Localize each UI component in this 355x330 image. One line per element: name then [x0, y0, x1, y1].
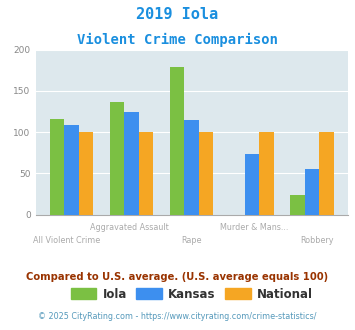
Text: Violent Crime Comparison: Violent Crime Comparison [77, 33, 278, 47]
Text: © 2025 CityRating.com - https://www.cityrating.com/crime-statistics/: © 2025 CityRating.com - https://www.city… [38, 312, 317, 321]
Text: Aggravated Assault: Aggravated Assault [90, 223, 169, 232]
Text: All Violent Crime: All Violent Crime [33, 236, 100, 245]
Bar [124, 112, 139, 214]
Bar [199, 132, 213, 214]
Bar [319, 132, 334, 214]
Text: Rape: Rape [181, 236, 202, 245]
Bar [139, 132, 153, 214]
Bar [64, 125, 78, 214]
Bar [170, 67, 185, 214]
Text: 2019 Iola: 2019 Iola [136, 7, 219, 21]
Text: Murder & Mans...: Murder & Mans... [220, 223, 288, 232]
Bar [305, 169, 319, 214]
Text: Compared to U.S. average. (U.S. average equals 100): Compared to U.S. average. (U.S. average … [26, 272, 329, 282]
Bar [50, 119, 64, 214]
Legend: Iola, Kansas, National: Iola, Kansas, National [66, 283, 318, 306]
Bar [110, 102, 124, 214]
Bar [245, 154, 259, 214]
Text: Robbery: Robbery [300, 236, 333, 245]
Bar [290, 195, 305, 214]
Bar [259, 132, 274, 214]
Bar [185, 120, 199, 214]
Bar [78, 132, 93, 214]
